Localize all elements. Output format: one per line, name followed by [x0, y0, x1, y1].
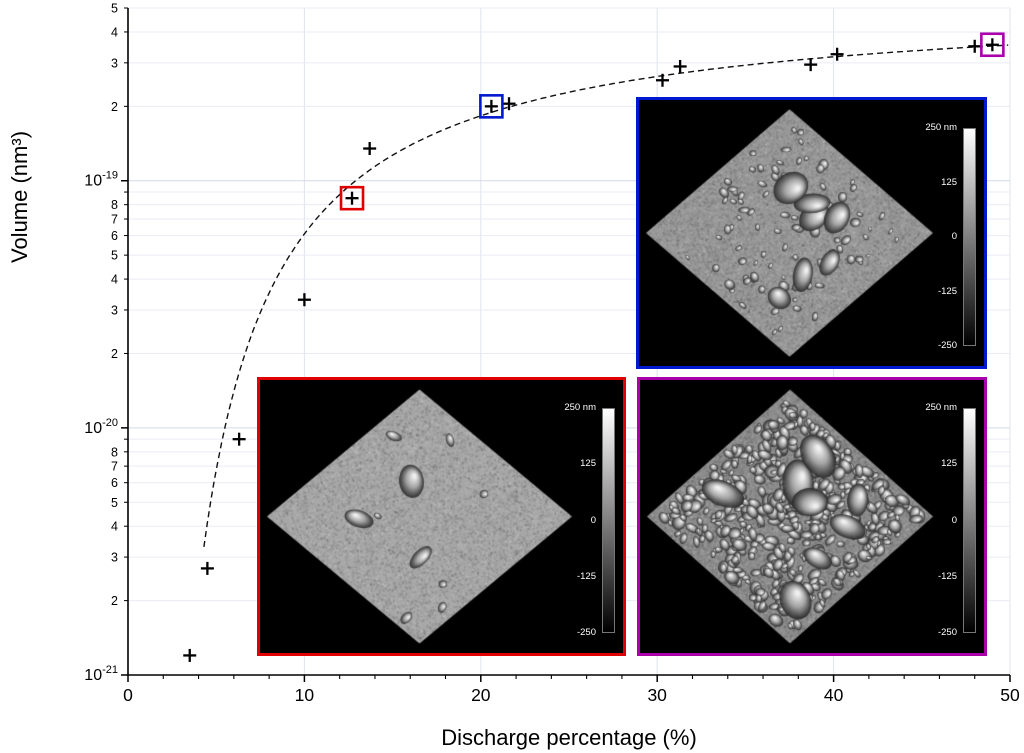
y-minor-tick-label: 7: [111, 460, 118, 474]
highlight-square-inset-blue: [479, 94, 504, 119]
y-minor-tick-label: 2: [111, 100, 118, 114]
y-minor-tick-label: 2: [111, 594, 118, 608]
colorbar-tick-label: 0: [951, 514, 957, 526]
y-minor-tick-label: 3: [111, 56, 118, 70]
colorbar: 250 nm 125 0 -125 -250: [924, 392, 976, 641]
x-axis-title: Discharge percentage (%): [441, 725, 697, 750]
data-point-marker: [968, 39, 982, 53]
colorbar-tick-label: -250: [576, 627, 596, 638]
data-point-marker: [502, 97, 516, 111]
x-tick-label: 20: [471, 685, 491, 705]
afm-inset-blue: 250 nm 125 0 -125 -250: [636, 97, 987, 369]
y-major-tick-label: 10-20: [84, 417, 118, 437]
afm-inset-magenta: 250 nm 125 0 -125 -250: [637, 377, 987, 656]
colorbar-tick-label: 250 nm: [925, 402, 957, 413]
data-point-marker: [363, 142, 377, 156]
data-series: [183, 32, 1009, 662]
y-minor-tick-label: 4: [111, 25, 118, 39]
colorbar: 250 nm 125 0 -125 -250: [563, 392, 615, 641]
colorbar-tick-label: -250: [937, 627, 957, 638]
colorbar-tick-label: 125: [941, 458, 957, 470]
y-minor-tick-label: 6: [111, 476, 118, 490]
x-tick-label: 50: [1000, 685, 1020, 705]
afm-surface-image-magenta: [640, 380, 984, 653]
afm-surface-image-red: [260, 380, 623, 653]
colorbar-tick-label: -125: [937, 570, 957, 582]
colorbar-tick-label: 250 nm: [925, 122, 957, 133]
colorbar-gradient: [602, 408, 615, 633]
y-major-tick-label: 10-19: [84, 170, 118, 190]
y-minor-tick-label: 6: [111, 229, 118, 243]
trend-curve: [203, 44, 1009, 547]
data-point-marker: [804, 58, 818, 72]
colorbar-gradient: [963, 408, 976, 633]
data-point-marker: [655, 73, 669, 87]
y-minor-tick-label: 7: [111, 213, 118, 227]
data-point-marker: [484, 99, 498, 113]
colorbar-tick-label: -125: [576, 570, 596, 582]
y-minor-tick-label: 8: [111, 445, 118, 459]
data-point-marker: [183, 648, 197, 662]
colorbar-tick-label: 250 nm: [564, 402, 596, 413]
x-tick-label: 0: [123, 685, 133, 705]
y-minor-tick-label: 4: [111, 273, 118, 287]
colorbar-tick-label: -250: [937, 340, 957, 351]
highlight-square-inset-magenta: [980, 32, 1005, 58]
data-point-marker: [345, 191, 359, 205]
y-minor-tick-label: 5: [111, 2, 118, 16]
colorbar-tick-label: -125: [937, 285, 957, 297]
colorbar-tick-label: 0: [590, 514, 596, 526]
colorbar-tick-label: 125: [580, 458, 596, 470]
afm-surface-image-blue: [639, 100, 984, 366]
y-minor-tick-label: 4: [111, 520, 118, 534]
colorbar-tick-label: 125: [941, 176, 957, 188]
y-major-tick-label: 10-21: [84, 664, 118, 684]
data-point-marker: [673, 59, 687, 73]
colorbar-gradient: [963, 128, 976, 346]
colorbar: 250 nm 125 0 -125 -250: [924, 112, 976, 354]
data-point-marker: [200, 561, 214, 575]
data-point-marker: [985, 38, 999, 52]
data-point-marker: [232, 432, 246, 446]
y-minor-tick-label: 8: [111, 198, 118, 212]
y-minor-tick-label: 5: [111, 249, 118, 263]
x-tick-label: 10: [295, 685, 315, 705]
afm-inset-red: 250 nm 125 0 -125 -250: [257, 377, 626, 656]
x-tick-label: 30: [647, 685, 667, 705]
y-axis-title: Volume (nm³): [7, 131, 32, 263]
highlight-square-inset-red: [339, 185, 365, 211]
y-minor-tick-label: 3: [111, 303, 118, 317]
data-point-marker: [297, 293, 311, 307]
y-minor-tick-label: 3: [111, 551, 118, 565]
y-minor-tick-label: 2: [111, 347, 118, 361]
colorbar-tick-label: 0: [951, 231, 957, 242]
data-point-marker: [830, 47, 844, 61]
y-minor-tick-label: 5: [111, 496, 118, 510]
x-tick-label: 40: [824, 685, 844, 705]
